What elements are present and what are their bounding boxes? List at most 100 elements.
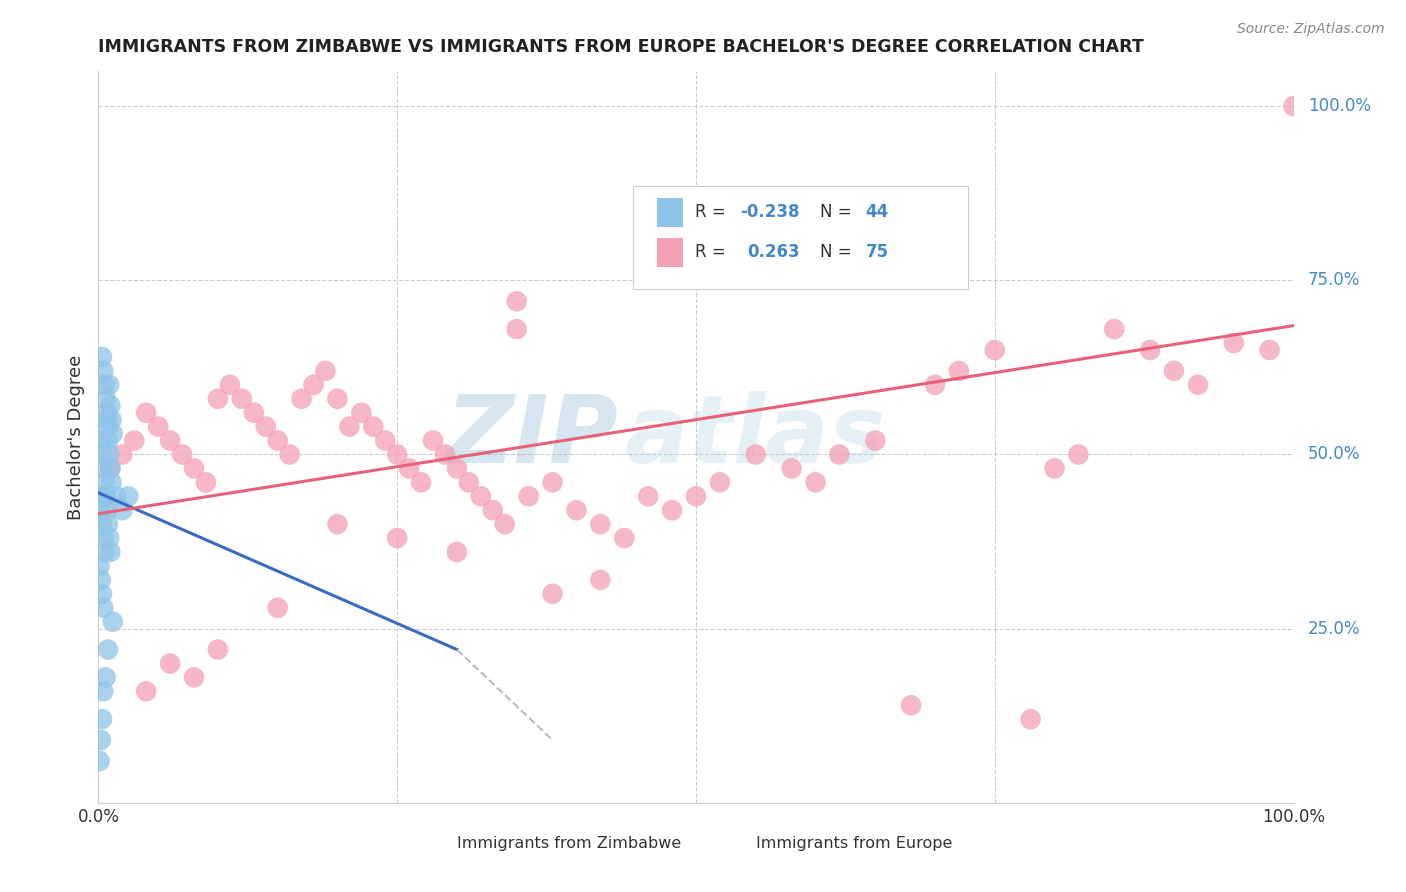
Point [458,475,481,490]
Point [97,434,120,448]
Point [91,587,114,601]
Point [111,503,134,517]
Point [506,294,529,309]
Point [90,733,112,747]
Point [98,399,122,413]
Point [374,434,396,448]
Point [183,670,205,684]
Point [481,503,505,517]
FancyBboxPatch shape [633,186,969,289]
Point [90,434,112,448]
Point [434,448,457,462]
Point [100,412,122,426]
Text: 44: 44 [866,203,889,221]
Point [91,600,114,615]
Point [91,517,114,532]
Point [91,531,114,545]
Point [98,531,121,545]
Point [517,489,540,503]
Point [98,448,121,462]
Point [89,489,111,503]
Point [1223,336,1246,351]
Text: Immigrants from Europe: Immigrants from Europe [756,836,952,851]
Point [326,517,349,532]
Point [589,573,612,587]
Point [865,434,887,448]
Point [339,419,361,434]
Point [93,377,115,392]
Point [804,475,827,490]
Point [96,412,118,426]
Point [506,322,529,336]
Point [470,489,492,503]
Point [97,517,120,532]
Point [124,434,146,448]
Point [91,350,114,364]
Point [291,392,314,406]
Point [613,531,636,545]
Point [1282,99,1305,113]
Point [1104,322,1126,336]
Point [385,448,409,462]
Point [565,503,588,517]
Point [541,587,564,601]
Text: 25.0%: 25.0% [1308,620,1361,638]
Point [183,461,205,475]
Point [89,558,111,573]
FancyBboxPatch shape [657,197,683,227]
Text: 0.263: 0.263 [748,244,800,261]
Point [494,517,516,532]
Point [661,503,683,517]
Text: Source: ZipAtlas.com: Source: ZipAtlas.com [1237,22,1385,37]
Point [541,475,564,490]
Point [745,448,768,462]
FancyBboxPatch shape [725,836,749,852]
Text: ZIP: ZIP [446,391,619,483]
Point [219,377,242,392]
Point [363,419,385,434]
Point [135,684,157,698]
Point [267,434,290,448]
Point [780,461,803,475]
Point [90,503,112,517]
Text: 75: 75 [866,244,889,261]
Point [924,377,946,392]
Point [984,343,1007,357]
Point [89,754,111,768]
Point [828,448,851,462]
Point [1067,448,1090,462]
Point [1163,364,1185,378]
Point [93,545,115,559]
Point [98,377,121,392]
Point [96,406,118,420]
Point [589,517,612,532]
Point [90,573,112,587]
Point [94,489,117,503]
Text: Immigrants from Zimbabwe: Immigrants from Zimbabwe [457,836,681,851]
Text: 50.0%: 50.0% [1308,445,1360,464]
Point [101,615,124,629]
Point [900,698,922,713]
Text: -0.238: -0.238 [740,203,800,221]
Point [278,448,301,462]
Point [159,434,181,448]
Point [96,503,118,517]
Point [315,364,337,378]
Point [385,531,409,545]
Point [105,489,128,503]
Point [243,406,266,420]
Point [411,475,433,490]
Point [231,392,253,406]
Point [422,434,444,448]
Point [117,489,139,503]
Point [148,419,170,434]
Text: N =: N = [820,203,858,221]
Point [207,642,229,657]
Text: IMMIGRANTS FROM ZIMBABWE VS IMMIGRANTS FROM EUROPE BACHELOR'S DEGREE CORRELATION: IMMIGRANTS FROM ZIMBABWE VS IMMIGRANTS F… [98,38,1144,56]
Point [398,461,420,475]
FancyBboxPatch shape [657,238,683,267]
Point [100,475,122,490]
Point [948,364,970,378]
Point [91,364,114,378]
Point [98,545,122,559]
